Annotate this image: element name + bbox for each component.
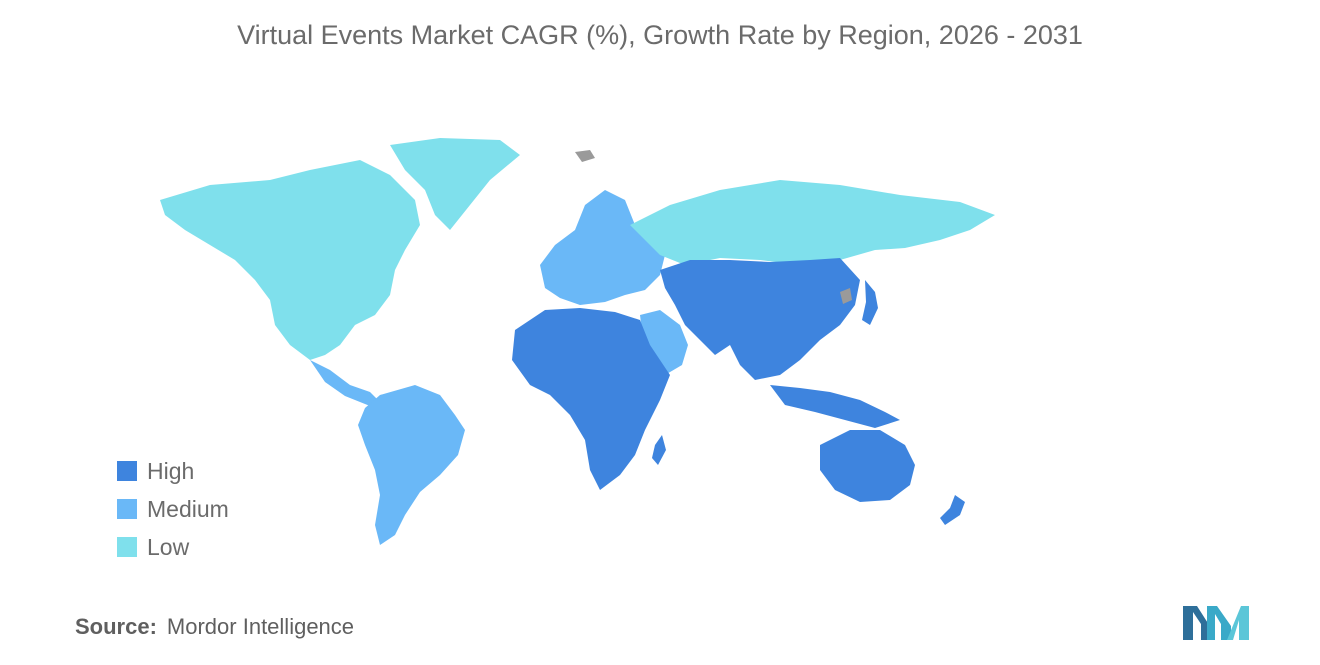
legend-swatch-low <box>117 537 137 557</box>
region-russia <box>630 180 995 265</box>
legend-label-low: Low <box>147 533 190 560</box>
legend-item-medium: Medium <box>117 490 229 528</box>
region-southeast-asia <box>770 385 900 428</box>
region-no-data-svalbard <box>575 150 595 162</box>
region-australia <box>820 430 915 502</box>
chart-title: Virtual Events Market CAGR (%), Growth R… <box>237 20 1083 50</box>
legend-swatch-medium <box>117 499 137 519</box>
legend: High Medium Low <box>117 452 229 566</box>
world-map <box>140 130 1180 570</box>
source-label: Source: <box>75 614 157 639</box>
legend-label-medium: Medium <box>147 495 229 522</box>
legend-item-high: High <box>117 452 229 490</box>
legend-item-low: Low <box>117 528 229 566</box>
region-madagascar <box>652 435 666 465</box>
world-map-svg <box>160 138 995 545</box>
region-central-america <box>310 360 380 406</box>
legend-swatch-high <box>117 461 137 481</box>
region-africa <box>512 308 670 490</box>
region-greenland <box>390 138 520 230</box>
source-line: Source: Mordor Intelligence <box>75 614 354 640</box>
mordor-logo-icon <box>1183 602 1249 640</box>
region-new-zealand <box>940 495 965 525</box>
source-value: Mordor Intelligence <box>166 614 355 639</box>
region-europe <box>540 190 665 305</box>
legend-label-high: High <box>147 457 195 484</box>
region-no-data-korea <box>840 288 852 304</box>
region-japan <box>862 280 878 325</box>
region-north-america <box>160 160 420 360</box>
region-asia <box>660 258 860 380</box>
region-south-america <box>358 385 465 545</box>
